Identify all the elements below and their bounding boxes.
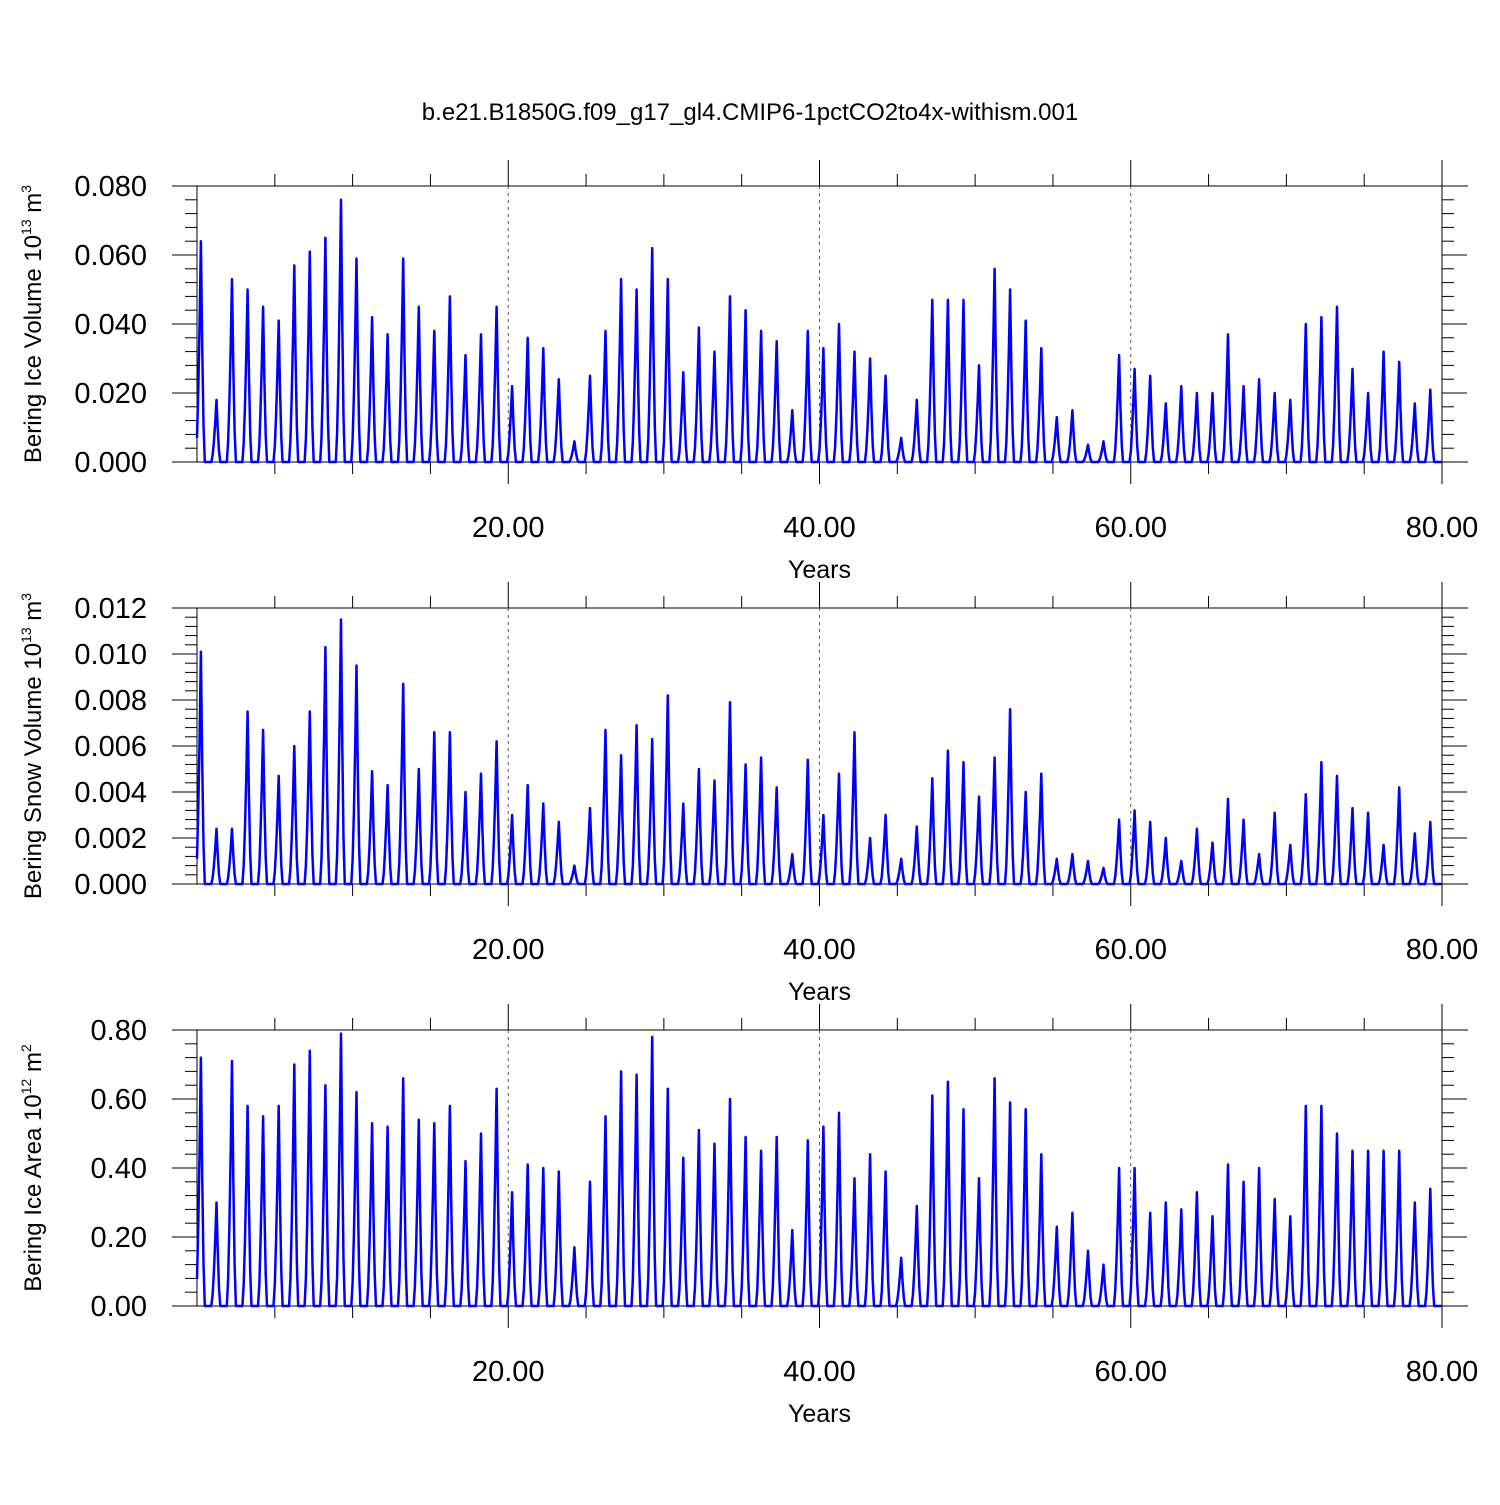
- x-axis-label: Years: [788, 978, 851, 1006]
- x-tick-label: 40.00: [783, 934, 856, 966]
- figure-title: b.e21.B1850G.f09_g17_gl4.CMIP6-1pctCO2to…: [422, 99, 1078, 126]
- chart-panel-2: 0.000 0.002 0.004 0.006 0.008 0.010 0.012 20.00…: [18, 582, 1478, 1006]
- x-tick-label: 60.00: [1094, 512, 1167, 544]
- x-tick-label: 80.00: [1406, 512, 1479, 544]
- y-tick-label: 0.004: [74, 777, 147, 809]
- x-axis-label: Years: [788, 1400, 851, 1428]
- x-tick-label: 20.00: [472, 934, 545, 966]
- y-axis-label-unit-exponent: 3: [18, 593, 34, 601]
- y-tick-label: 0.012: [74, 593, 147, 625]
- y-tick-label: 0.010: [74, 639, 147, 671]
- y-tick-label: 0.60: [91, 1084, 147, 1116]
- y-tick-label: 0.000: [74, 447, 147, 479]
- chart-panel-3: 0.00 0.20 0.40 0.60 0.80 20.00 40.00 60.00 80.00…: [18, 1004, 1478, 1428]
- y-axis-label-exponent: 13: [18, 219, 34, 235]
- y-axis-label-exponent: 13: [18, 627, 34, 643]
- y-tick-label: 0.008: [74, 685, 147, 717]
- x-tick-label: 80.00: [1406, 1356, 1479, 1388]
- y-tick-label: 0.006: [74, 731, 147, 763]
- y-tick-label: 0.020: [74, 378, 147, 410]
- x-tick-label: 60.00: [1094, 934, 1167, 966]
- y-axis-label-unit: m: [20, 601, 47, 628]
- y-axis-label-unit-exponent: 3: [18, 185, 34, 193]
- x-tick-label: 40.00: [783, 512, 856, 544]
- y-axis-label-unit-exponent: 2: [18, 1044, 34, 1052]
- y-axis-label: Bering Snow Volume 1013 m3: [18, 593, 47, 899]
- y-tick-label: 0.40: [91, 1153, 147, 1185]
- y-tick-label: 0.00: [91, 1291, 147, 1323]
- y-axis-label-main: Bering Snow Volume 10: [20, 643, 47, 899]
- series-line: [195, 618, 1442, 886]
- y-axis-label-unit: m: [20, 193, 47, 220]
- y-tick-label: 0.080: [74, 171, 147, 203]
- y-tick-label: 0.002: [74, 823, 147, 855]
- y-axis-label: Bering Ice Area 1012 m2: [18, 1044, 47, 1292]
- y-tick-label: 0.20: [91, 1222, 147, 1254]
- chart-panel-1: 0.000 0.020 0.040 0.060 0.080 20.00 40.00 60.00…: [18, 160, 1478, 584]
- series-line: [195, 198, 1442, 464]
- y-tick-label: 0.000: [74, 869, 147, 901]
- x-tick-label: 20.00: [472, 512, 545, 544]
- y-axis-label-unit: m: [20, 1052, 47, 1079]
- x-tick-label: 80.00: [1406, 934, 1479, 966]
- y-axis-label-main: Bering Ice Area 10: [20, 1094, 47, 1291]
- y-axis-label-main: Bering Ice Volume 10: [20, 235, 47, 463]
- y-axis-label-exponent: 12: [18, 1079, 34, 1095]
- x-tick-label: 40.00: [783, 1356, 856, 1388]
- y-tick-label: 0.80: [91, 1015, 147, 1047]
- x-tick-label: 60.00: [1094, 1356, 1167, 1388]
- y-axis-label: Bering Ice Volume 1013 m3: [18, 185, 47, 463]
- x-axis-label: Years: [788, 556, 851, 584]
- x-tick-label: 20.00: [472, 1356, 545, 1388]
- y-tick-label: 0.040: [74, 309, 147, 341]
- series-line: [195, 1032, 1442, 1308]
- y-tick-label: 0.060: [74, 240, 147, 272]
